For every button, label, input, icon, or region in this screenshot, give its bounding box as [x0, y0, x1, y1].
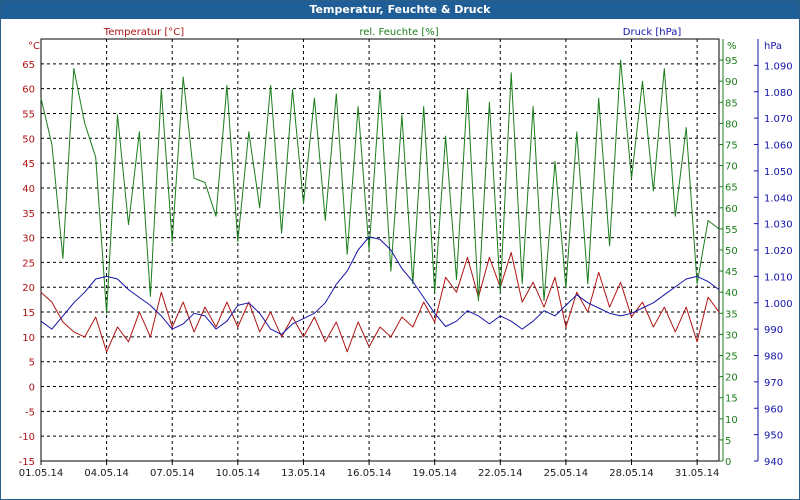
pressure-tick-label: 980 — [764, 352, 783, 363]
humidity-tick-label: 55 — [725, 225, 738, 236]
temp-tick-label: 15 — [22, 308, 35, 319]
series-line-temperature — [40, 252, 720, 353]
grid — [40, 39, 719, 462]
x-tick-label: 13.05.14 — [281, 468, 326, 479]
pressure-tick-label: 1.070 — [764, 114, 793, 125]
humidity-tick-label: 5 — [725, 436, 731, 447]
temp-tick-label: 10 — [22, 333, 35, 344]
x-tick-label: 22.05.14 — [478, 468, 523, 479]
pressure-tick-label: 940 — [764, 457, 783, 468]
pressure-tick-label: 950 — [764, 431, 783, 442]
temp-tick-label: 45 — [22, 159, 35, 170]
temp-tick-label: 65 — [22, 60, 35, 71]
humidity-tick-label: 75 — [725, 141, 738, 152]
series-line-humidity — [40, 59, 720, 314]
pressure-tick-label: 1.010 — [764, 272, 793, 283]
humidity-tick-label: 65 — [725, 183, 738, 194]
temp-tick-label: 60 — [22, 85, 35, 96]
x-tick-label: 16.05.14 — [347, 468, 392, 479]
humidity-tick-label: 70 — [725, 162, 738, 173]
temp-tick-label: 0 — [29, 383, 35, 394]
series-lines — [40, 59, 720, 353]
humidity-tick-label: 80 — [725, 119, 738, 130]
temp-tick-label: 50 — [22, 134, 35, 145]
humidity-tick-label: 10 — [725, 415, 738, 426]
temp-tick-label: -10 — [19, 432, 35, 443]
humidity-tick-label: 45 — [725, 267, 738, 278]
temp-tick-label: 5 — [29, 358, 35, 369]
tick-labels: 01.05.14 04.05.14 07.05.14 10.05.14 13.05.14… — [19, 27, 793, 479]
temp-tick-label: 25 — [22, 258, 35, 269]
chart-title: Temperatur, Feuchte & Druck — [1, 1, 799, 19]
humidity-tick-label: 85 — [725, 98, 738, 109]
legend-temperature: Temperatur [°C] — [103, 27, 184, 38]
pressure-tick-label: 1.080 — [764, 88, 793, 99]
humidity-unit-label: % — [727, 41, 737, 52]
x-tick-label: 07.05.14 — [150, 468, 195, 479]
temp-tick-label: 30 — [22, 234, 35, 245]
temp-tick-label: -15 — [19, 457, 35, 468]
humidity-tick-label: 0 — [725, 457, 731, 468]
x-tick-label: 31.05.14 — [675, 468, 720, 479]
humidity-tick-label: 60 — [725, 204, 738, 215]
pressure-tick-label: 990 — [764, 325, 783, 336]
x-tick-label: 28.05.14 — [609, 468, 654, 479]
pressure-tick-label: 1.000 — [764, 299, 793, 310]
humidity-tick-label: 95 — [725, 56, 738, 67]
temp-unit-label: °C — [28, 41, 40, 52]
pressure-tick-label: 1.020 — [764, 246, 793, 257]
pressure-tick-label: 970 — [764, 378, 783, 389]
temp-tick-label: 55 — [22, 109, 35, 120]
temp-tick-label: 20 — [22, 283, 35, 294]
x-tick-label: 01.05.14 — [19, 468, 64, 479]
humidity-tick-label: 20 — [725, 373, 738, 384]
x-tick-label: 19.05.14 — [412, 468, 457, 479]
pressure-tick-label: 1.060 — [764, 141, 793, 152]
pressure-tick-label: 1.040 — [764, 193, 793, 204]
temp-tick-label: -5 — [25, 407, 35, 418]
x-tick-label: 10.05.14 — [216, 468, 261, 479]
pressure-tick-label: 1.030 — [764, 220, 793, 231]
humidity-tick-label: 90 — [725, 77, 738, 88]
pressure-tick-label: 960 — [764, 404, 783, 415]
plot-area — [40, 38, 720, 462]
x-tick-label: 25.05.14 — [544, 468, 589, 479]
pressure-tick-label: 1.090 — [764, 61, 793, 72]
legend-humidity: rel. Feuchte [%] — [359, 27, 438, 38]
axes — [40, 38, 759, 465]
pressure-unit-label: hPa — [764, 41, 782, 52]
series-line-pressure — [40, 236, 720, 335]
humidity-tick-label: 40 — [725, 288, 738, 299]
humidity-tick-label: 15 — [725, 394, 738, 405]
temp-tick-label: 35 — [22, 209, 35, 220]
x-tick-label: 04.05.14 — [84, 468, 129, 479]
humidity-tick-label: 30 — [725, 330, 738, 341]
legend-pressure: Druck [hPa] — [623, 27, 682, 38]
humidity-tick-label: 35 — [725, 309, 738, 320]
humidity-tick-label: 25 — [725, 352, 738, 363]
humidity-tick-label: 50 — [725, 246, 738, 257]
temp-tick-label: 40 — [22, 184, 35, 195]
pressure-tick-label: 1.050 — [764, 167, 793, 178]
